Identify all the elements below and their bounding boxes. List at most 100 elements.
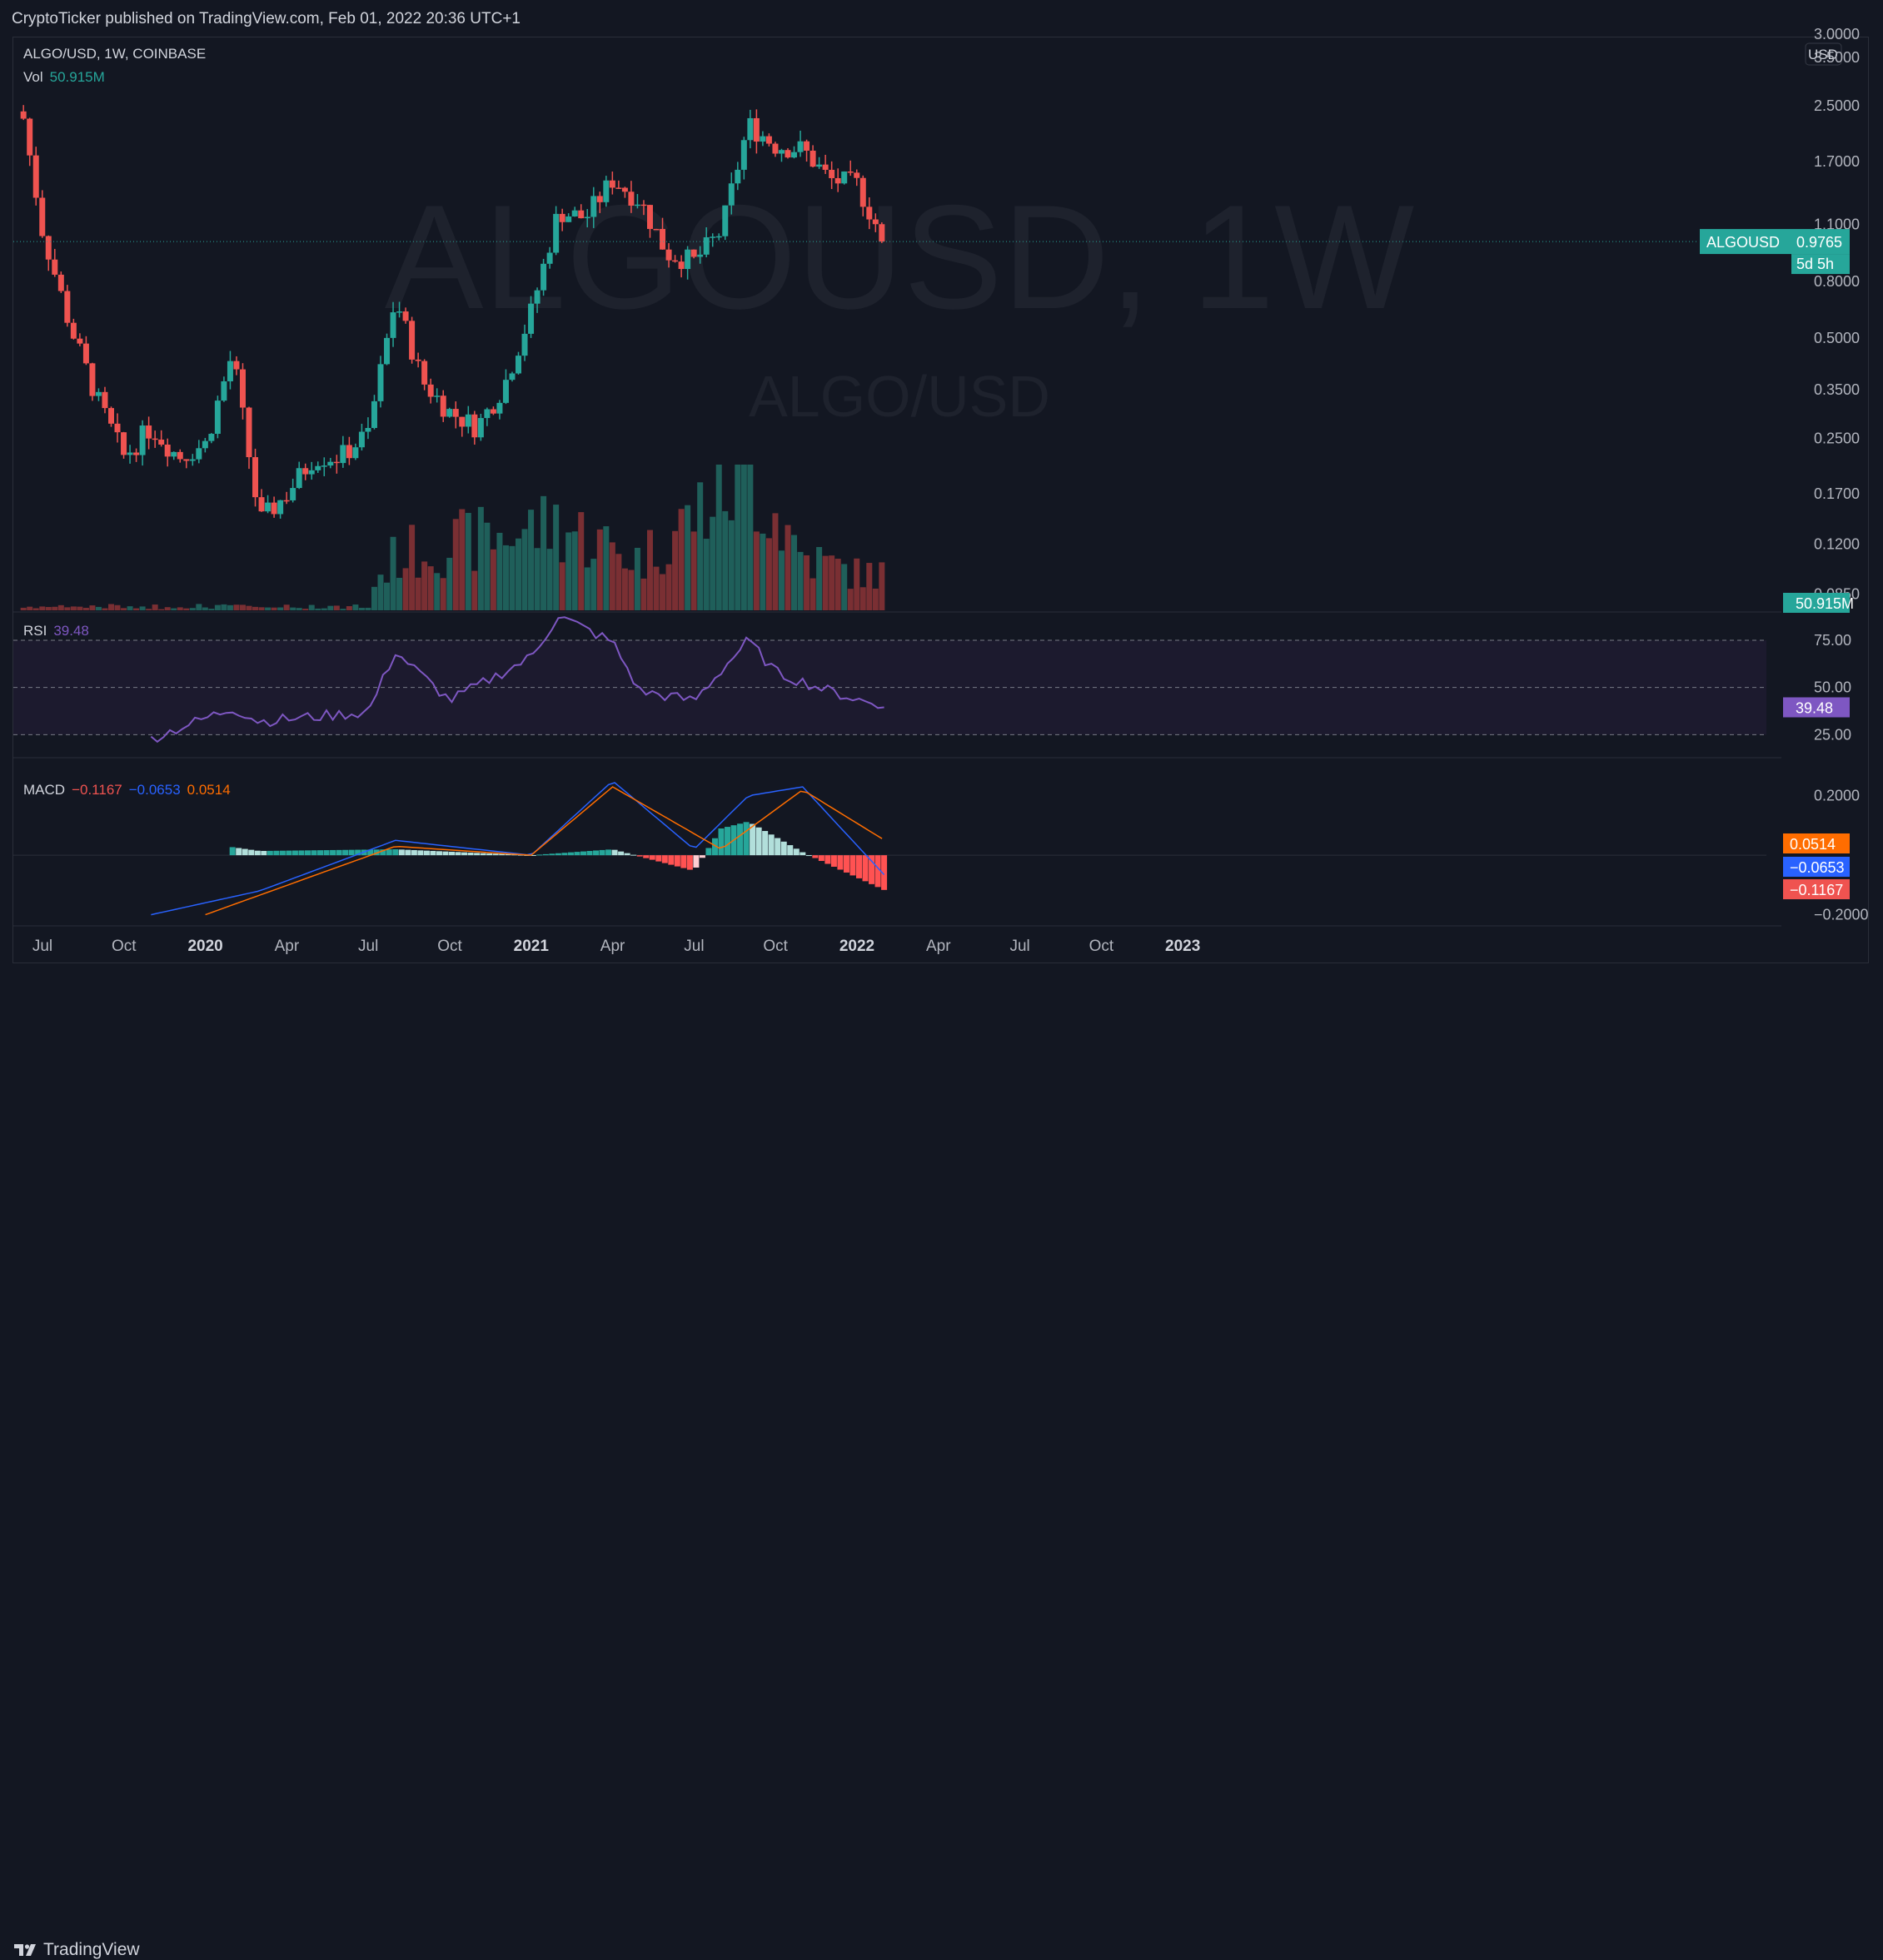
watermark-symbol: ALGOUSD, 1W: [385, 174, 1414, 340]
volume-bar: [847, 589, 854, 610]
macd-histogram-bar: [342, 849, 349, 856]
macd-legend[interactable]: MACD −0.1167 −0.0653 0.0514: [23, 782, 237, 798]
macd-histogram-bar: [737, 823, 744, 856]
candle-body: [265, 502, 271, 512]
candle-body: [609, 180, 615, 188]
candle-body: [621, 187, 628, 192]
price-tick-label: 2.5000: [1814, 97, 1860, 114]
macd-histogram-bar: [643, 855, 650, 858]
candle-body: [496, 402, 503, 414]
tradingview-icon: [14, 1944, 36, 1956]
chart-frame[interactable]: [12, 37, 1869, 963]
tradingview-logo[interactable]: TradingView: [13, 1940, 140, 1960]
volume-bar: [665, 564, 672, 610]
volume-bar: [778, 550, 785, 610]
volume-bar: [634, 547, 640, 610]
volume-bar: [32, 608, 39, 610]
candle-body: [534, 290, 540, 304]
candle-body: [146, 425, 152, 439]
volume-bar: [565, 532, 572, 610]
candle-body: [697, 254, 704, 257]
volume-bar: [596, 529, 603, 610]
volume-bar: [678, 509, 685, 610]
volume-bar: [735, 465, 741, 610]
volume-bar: [829, 555, 835, 610]
price-tick-label: 3.0000: [1814, 26, 1860, 42]
candle-body: [258, 497, 265, 512]
candle-body: [308, 470, 315, 475]
volume-bar: [265, 607, 271, 610]
chart-canvas[interactable]: ALGOUSD, 1W ALGO/USD USD 3.0000 3.5000 2.500…: [0, 0, 1883, 1011]
macd-histogram-bar: [236, 848, 242, 856]
volume-legend[interactable]: Vol 50.915M: [23, 69, 112, 86]
candle-body: [722, 205, 729, 236]
candle-body: [277, 500, 284, 515]
volume-bar: [628, 570, 635, 610]
macd-histogram-bar: [624, 853, 630, 856]
macd-hist-tag-text: −0.1167: [1790, 882, 1843, 898]
volume-bar: [477, 506, 484, 610]
volume-bar: [315, 608, 321, 610]
candle-body: [490, 409, 496, 414]
volume-bar: [797, 551, 804, 610]
volume-tag: [1783, 593, 1850, 613]
volume-bar: [45, 607, 52, 610]
macd-histogram-bar: [630, 854, 637, 856]
volume-bar: [578, 512, 585, 610]
candle-body: [177, 451, 183, 460]
volume-bar: [609, 542, 615, 610]
last-price-tag: [1700, 229, 1850, 255]
volume-bar: [202, 607, 208, 610]
volume-bar: [409, 525, 416, 610]
volume-bar: [39, 606, 46, 610]
volume-bar: [427, 566, 434, 610]
macd-histogram-bar: [849, 855, 856, 876]
price-tick-label: 0.2500: [1814, 430, 1860, 446]
candle-body: [434, 395, 441, 397]
volume-bar: [434, 573, 441, 610]
volume-bar: [753, 531, 760, 610]
volume-bar: [516, 538, 522, 610]
candle-body: [327, 461, 334, 466]
volume-bar: [809, 578, 816, 610]
price-tick-label: 0.8000: [1814, 273, 1860, 290]
candle-body: [121, 432, 127, 455]
volume-bar: [102, 608, 108, 610]
candle-body: [628, 192, 635, 206]
candle-body: [446, 409, 453, 417]
volume-bar: [57, 604, 64, 610]
candle-body: [95, 391, 102, 396]
volume-bar: [571, 531, 578, 610]
candle-body: [415, 359, 421, 361]
price-tick-label: 0.5000: [1814, 330, 1860, 346]
rsi-legend[interactable]: RSI 39.48: [23, 623, 96, 639]
macd-histogram-bar: [618, 851, 625, 856]
candle-body: [866, 206, 873, 220]
macd-histogram-bar: [830, 855, 837, 867]
bottom-bar: TradingView: [0, 964, 1883, 1959]
rsi-label: RSI: [23, 623, 47, 639]
candle-body: [271, 502, 277, 515]
volume-bar: [866, 563, 873, 610]
macd-histogram-bar: [248, 849, 255, 856]
candle-body: [847, 171, 854, 173]
candle-body: [653, 228, 660, 231]
volume-bar: [146, 609, 152, 610]
candle-body: [553, 213, 560, 253]
macd-histogram-bar: [699, 855, 705, 858]
macd-label: MACD: [23, 782, 66, 798]
candle-body: [672, 260, 679, 262]
volume-bar: [271, 607, 277, 610]
candle-body: [834, 177, 841, 184]
volume-bar: [127, 606, 133, 610]
candle-body: [854, 172, 860, 178]
currency-label: USD: [1808, 47, 1838, 62]
macd-histogram-bar: [492, 853, 499, 856]
volume-bar: [646, 530, 653, 610]
candle-body: [27, 118, 33, 156]
volume-bar: [446, 557, 453, 610]
symbol-legend[interactable]: ALGO/USD, 1W, COINBASE: [23, 46, 212, 62]
volume-bar: [290, 607, 296, 610]
volume-bar: [528, 510, 535, 610]
time-tick-label: Apr: [600, 938, 625, 955]
